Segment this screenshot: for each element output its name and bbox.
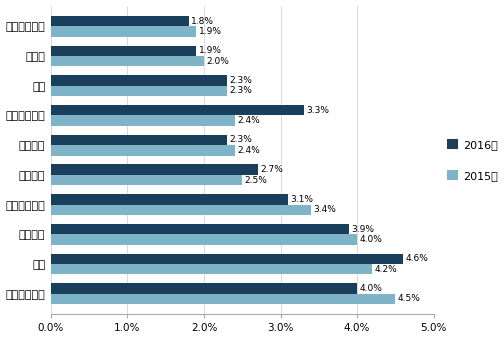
Bar [51, 264, 372, 274]
Text: 4.5%: 4.5% [398, 294, 420, 303]
Text: 3.9%: 3.9% [352, 224, 375, 234]
Text: 4.6%: 4.6% [405, 254, 428, 263]
Bar [51, 105, 303, 116]
Bar [51, 56, 204, 66]
Bar [51, 204, 311, 215]
Bar [51, 194, 288, 204]
Text: 4.0%: 4.0% [359, 235, 382, 244]
Bar [51, 294, 395, 304]
Bar [51, 135, 227, 145]
Text: 2.3%: 2.3% [229, 76, 252, 85]
Bar [51, 26, 197, 37]
Text: 2.0%: 2.0% [206, 57, 229, 66]
Bar [51, 283, 357, 294]
Text: 3.4%: 3.4% [313, 205, 336, 214]
Bar [51, 16, 188, 26]
Bar [51, 175, 242, 185]
Bar [51, 224, 349, 234]
Text: 2.4%: 2.4% [237, 116, 260, 125]
Bar [51, 46, 197, 56]
Text: 2.7%: 2.7% [260, 165, 283, 174]
Text: 2.3%: 2.3% [229, 136, 252, 144]
Text: 1.8%: 1.8% [191, 17, 214, 26]
Text: 4.0%: 4.0% [359, 284, 382, 293]
Bar [51, 254, 403, 264]
Bar [51, 86, 227, 96]
Legend: 2016年, 2015年: 2016年, 2015年 [447, 139, 498, 181]
Bar [51, 75, 227, 86]
Text: 1.9%: 1.9% [199, 27, 222, 36]
Bar [51, 234, 357, 245]
Text: 2.5%: 2.5% [244, 176, 268, 184]
Bar [51, 164, 258, 175]
Text: 4.2%: 4.2% [374, 265, 398, 274]
Bar [51, 116, 234, 126]
Text: 3.3%: 3.3% [306, 106, 329, 115]
Text: 2.4%: 2.4% [237, 146, 260, 155]
Text: 3.1%: 3.1% [290, 195, 313, 204]
Text: 1.9%: 1.9% [199, 46, 222, 55]
Text: 2.3%: 2.3% [229, 86, 252, 96]
Bar [51, 145, 234, 156]
